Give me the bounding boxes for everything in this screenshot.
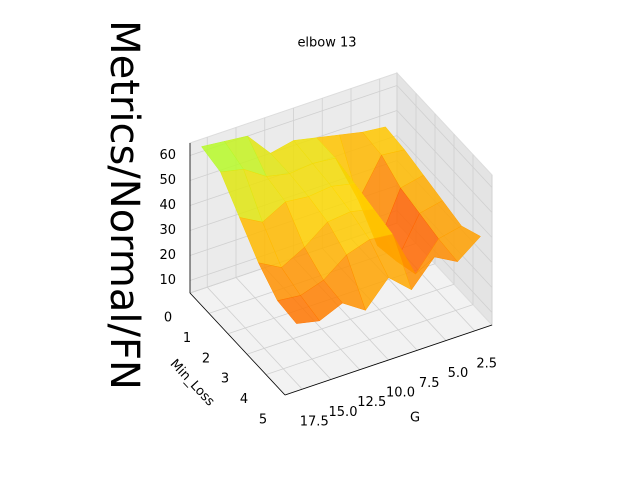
x-tick-label: 17.5 — [300, 415, 329, 430]
x-tick-label: 2.5 — [476, 356, 497, 371]
grid-line — [265, 304, 474, 375]
surface-patch — [277, 295, 320, 324]
x-tick-label: 5.0 — [448, 366, 469, 381]
y-tick-label: 0 — [164, 311, 172, 326]
y-tick-label: 2 — [202, 351, 210, 366]
chart-title: elbow 13 — [297, 36, 356, 51]
z-tick-label: 30 — [159, 223, 176, 238]
x-tick-label: 15.0 — [329, 405, 358, 420]
axis-line — [189, 292, 286, 396]
y-tick-label: 4 — [240, 392, 248, 407]
x-tick-label: 12.5 — [357, 395, 386, 410]
z-tick-label: 50 — [159, 173, 176, 188]
grid-line — [396, 135, 493, 238]
z-tick-label: 60 — [159, 148, 176, 163]
axis-line — [284, 324, 493, 396]
x-tick-label: 7.5 — [419, 376, 440, 391]
y-tick-label: 5 — [259, 413, 267, 428]
grid-line — [396, 110, 493, 213]
z-tick-label: 20 — [159, 248, 176, 263]
y-tick-label: 3 — [221, 372, 229, 387]
y-tick-label: 1 — [183, 331, 191, 346]
z-axis-label: Metrics/Normal/FN — [101, 20, 147, 390]
grid-line — [396, 85, 493, 188]
grid-line — [235, 277, 332, 380]
z-tick-label: 40 — [159, 198, 176, 213]
x-axis-label: G — [410, 411, 420, 426]
x-tick-label: 10.0 — [386, 386, 415, 401]
z-tick-label: 10 — [159, 273, 176, 288]
grid-line — [246, 283, 455, 355]
grid-line — [206, 286, 303, 390]
